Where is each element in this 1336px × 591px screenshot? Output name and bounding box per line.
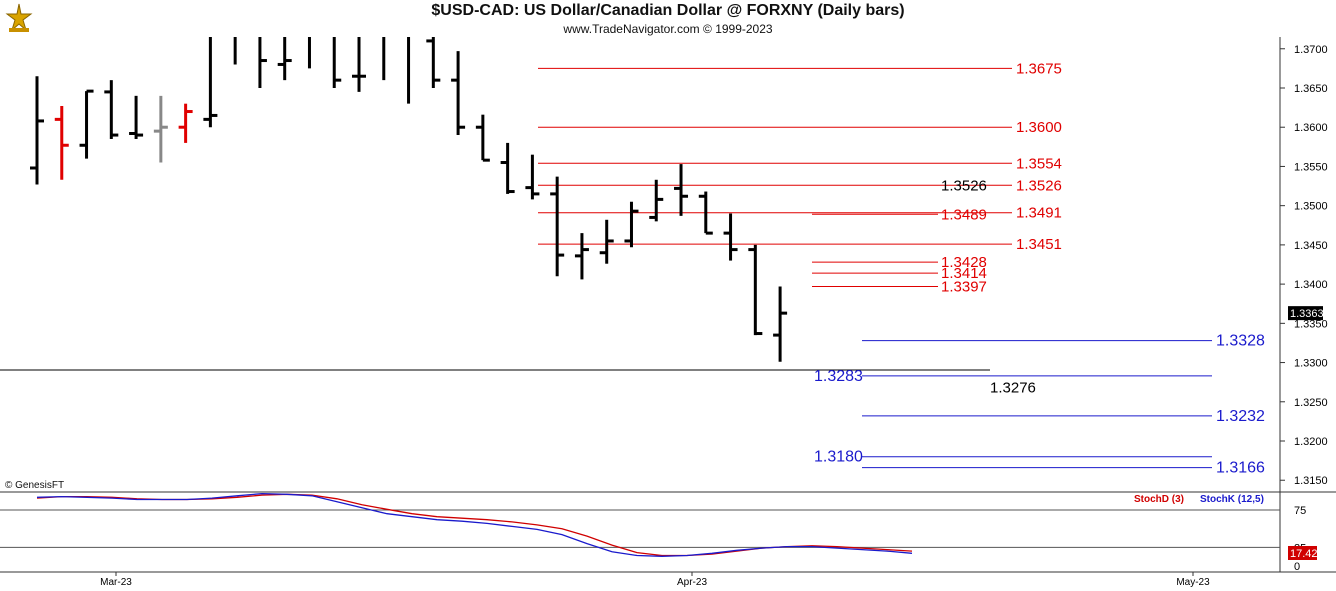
chart-title: $USD-CAD: US Dollar/Canadian Dollar @ FO… <box>431 2 905 19</box>
ohlc-bar-21 <box>550 176 565 277</box>
ohlc-bar-7 <box>203 37 218 128</box>
ohlc-bar-24 <box>624 201 639 248</box>
price-tick-1.3450: 1.3450 <box>1294 240 1328 252</box>
price-axis: 1.3700 1.3650 1.3600 1.3550 1.3500 1.3450 1.34… <box>1280 44 1328 487</box>
ohlc-bars <box>30 37 788 362</box>
level-label-1.3397: 1.3397 <box>941 278 987 295</box>
ohlc-bar-16 <box>426 37 441 88</box>
level-label-1.3328: 1.3328 <box>1216 333 1265 350</box>
price-levels: 1.3675 1.3600 1.3554 1.3526 1.3491 1.3451 1.34… <box>538 60 1265 477</box>
ohlc-bar-15 <box>407 37 411 104</box>
ohlc-bar-1 <box>54 106 69 180</box>
level-label-1.3232: 1.3232 <box>1216 408 1265 425</box>
ohlc-bar-27 <box>698 191 713 235</box>
ohlc-bar-17 <box>451 51 466 136</box>
ohlc-bar-29 <box>748 244 763 336</box>
time-axis: Mar-23 Apr-23 May-23 <box>100 572 1210 588</box>
ohlc-bar-11 <box>307 37 311 69</box>
ohlc-bar-22 <box>574 233 589 280</box>
price-tick-1.3350: 1.3350 <box>1294 318 1328 330</box>
current-price-label: 1.3363 <box>1290 308 1324 320</box>
price-tick-1.3650: 1.3650 <box>1294 83 1328 95</box>
level-label-1.3180: 1.3180 <box>814 449 863 466</box>
ohlc-bar-20 <box>525 154 540 200</box>
level-label-1.3166: 1.3166 <box>1216 460 1265 477</box>
trade-navigator-logo-icon <box>5 3 33 32</box>
ohlc-bar-9 <box>258 37 267 88</box>
level-label-1.3414: 1.3414 <box>941 265 987 282</box>
ohlc-bar-23 <box>599 219 614 264</box>
price-tick-1.3250: 1.3250 <box>1294 397 1328 409</box>
level-label-1.3554: 1.3554 <box>1016 155 1062 172</box>
stoch-d-line <box>36 493 913 557</box>
ohlc-bar-19 <box>500 142 515 194</box>
chart-subtitle: www.TradeNavigator.com © 1999-2023 <box>563 22 773 36</box>
price-annotations: 1.3526 1.3276 <box>941 177 1036 396</box>
level-label-1.3675: 1.3675 <box>1016 60 1062 77</box>
level-label-1.3489: 1.3489 <box>941 206 987 223</box>
price-tick-1.3150: 1.3150 <box>1294 475 1328 487</box>
price-tick-1.3300: 1.3300 <box>1294 358 1328 370</box>
stoch-current-box <box>1288 545 1317 560</box>
ohlc-bar-4 <box>129 95 144 139</box>
stoch-k-legend: StochK (12,5) <box>1200 494 1264 505</box>
price-tick-1.3500: 1.3500 <box>1294 201 1328 213</box>
ohlc-bar-14 <box>382 37 386 81</box>
current-price-box <box>1288 306 1323 321</box>
ohlc-bar-6 <box>178 103 193 143</box>
price-tick-1.3700: 1.3700 <box>1294 44 1328 56</box>
ohlc-bar-2 <box>79 89 94 159</box>
ohlc-bar-18 <box>475 114 490 162</box>
time-label-Apr-23: Apr-23 <box>677 577 707 588</box>
ohlc-bar-26 <box>674 164 689 216</box>
genesis-watermark: © GenesisFT <box>5 480 65 491</box>
level-label-1.3283: 1.3283 <box>814 368 863 385</box>
price-tick-1.3400: 1.3400 <box>1294 279 1328 291</box>
price-tick-1.3550: 1.3550 <box>1294 161 1328 173</box>
annotation-1.3276: 1.3276 <box>990 379 1036 396</box>
ohlc-bar-25 <box>649 179 664 222</box>
stochastic-panel: 7525017.42 <box>0 492 1318 573</box>
ohlc-bar-0 <box>30 76 44 185</box>
level-label-1.3491: 1.3491 <box>1016 205 1062 222</box>
ohlc-bar-3 <box>104 80 119 139</box>
time-label-May-23: May-23 <box>1176 577 1210 588</box>
ohlc-bar-5 <box>153 95 168 163</box>
stoch-k-line <box>36 492 913 557</box>
level-label-1.3451: 1.3451 <box>1016 236 1062 253</box>
ohlc-bar-13 <box>352 37 367 92</box>
stoch-tick-0: 0 <box>1294 561 1300 573</box>
annotation-1.3526: 1.3526 <box>941 177 987 194</box>
ohlc-bar-12 <box>332 37 342 88</box>
level-label-1.3600: 1.3600 <box>1016 119 1062 136</box>
price-tick-1.3600: 1.3600 <box>1294 122 1328 134</box>
ohlc-bar-28 <box>723 213 738 261</box>
level-label-1.3526: 1.3526 <box>1016 177 1062 194</box>
stoch-d-legend: StochD (3) <box>1134 494 1184 505</box>
price-tick-1.3200: 1.3200 <box>1294 436 1328 448</box>
time-label-Mar-23: Mar-23 <box>100 577 132 588</box>
ohlc-bar-10 <box>277 37 292 81</box>
ohlc-bar-30 <box>773 286 788 362</box>
level-label-1.3428: 1.3428 <box>941 254 987 271</box>
stoch-current-label: 17.42 <box>1290 548 1318 560</box>
stoch-tick-75: 75 <box>1294 505 1306 517</box>
ohlc-bar-8 <box>233 37 237 65</box>
chart-frame <box>0 37 1336 573</box>
